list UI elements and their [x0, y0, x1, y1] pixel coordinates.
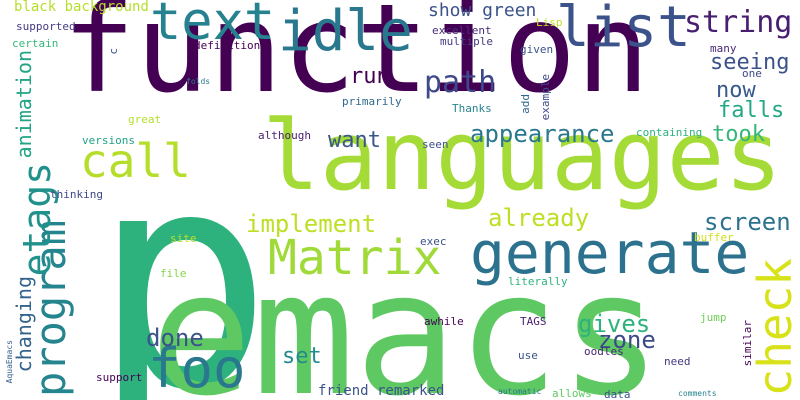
word-appearance: appearance	[470, 120, 615, 148]
word-seeing: seeing	[710, 50, 790, 75]
word-seen: seen	[422, 138, 449, 151]
word-p: p	[92, 107, 273, 400]
word-comments: comments	[678, 389, 717, 398]
word-friend-remarked: friend remarked	[318, 383, 445, 399]
word-function: function	[62, 0, 650, 120]
word-need: need	[664, 355, 691, 368]
word-gives: gives	[578, 310, 651, 338]
word-run: run	[350, 64, 390, 89]
word-took: took	[712, 122, 765, 147]
word-matrix: Matrix	[268, 230, 442, 286]
word-want: want	[328, 128, 381, 153]
word-path: path	[424, 65, 497, 100]
word-languages: languages	[262, 100, 783, 212]
word-automatic: automatic	[498, 387, 542, 396]
word-file: file	[160, 267, 187, 280]
word-similar: similar	[741, 320, 754, 367]
word-implement: implement	[246, 210, 377, 238]
word-jump: jump	[700, 311, 727, 324]
word-certain: certain	[12, 37, 59, 50]
word-buffer: buffer	[694, 231, 734, 244]
word-c: c	[107, 48, 120, 55]
word-supported: supported	[16, 20, 76, 33]
word-although: although	[258, 129, 311, 142]
word-black-background: black background	[14, 0, 149, 15]
word-site: site	[170, 232, 197, 245]
word-etags: etags	[15, 162, 59, 277]
word-show-green: show green	[428, 0, 537, 21]
word-folds: folds	[186, 77, 211, 86]
word-use: use	[518, 349, 538, 362]
word-data: data	[604, 388, 631, 400]
word-screen: screen	[704, 208, 791, 236]
word-tags: TAGS	[520, 315, 547, 328]
word-generate: generate	[470, 219, 750, 287]
word-text: text	[150, 0, 276, 52]
word-now: now	[716, 78, 756, 103]
word-foo: foo	[148, 337, 246, 400]
word-list: list	[556, 0, 691, 60]
word-falls: falls	[718, 98, 785, 123]
word-thanks: Thanks	[452, 102, 492, 115]
word-great: great	[128, 113, 162, 126]
word-multiple: multiple	[440, 35, 493, 48]
word-primarily: primarily	[342, 95, 402, 108]
word-animation: animation	[12, 50, 36, 159]
word-many: many	[710, 42, 737, 55]
word-support: support	[96, 371, 143, 384]
word-check: check	[748, 258, 800, 397]
word-oodles: oodles	[584, 345, 624, 358]
word-add: add	[519, 94, 532, 114]
word-versions: versions	[82, 134, 135, 147]
word-already: already	[488, 204, 590, 232]
word-zone: zone	[598, 326, 656, 354]
word-call: call	[80, 134, 191, 188]
word-literally: literally	[508, 275, 568, 288]
word-awhile: awhile	[424, 315, 464, 328]
word-changing: changing	[12, 276, 36, 373]
word-allows: allows	[552, 387, 592, 400]
word-containing: containing	[636, 126, 703, 139]
word-given: given	[520, 43, 554, 56]
word-aquaemacs: AquaEmacs	[5, 340, 14, 384]
word-one: one	[742, 67, 762, 80]
word-done: done	[146, 324, 204, 352]
word-excellent: excellent	[432, 24, 492, 37]
word-definition: definition	[194, 39, 261, 52]
word-idle: idle	[278, 0, 413, 64]
word-set: set	[282, 344, 322, 369]
word-thinking: thinking	[50, 188, 103, 201]
word-exec: exec	[420, 235, 447, 248]
word-emacs: emacs	[150, 236, 662, 400]
word-string: string	[684, 5, 793, 40]
word-example: example	[539, 74, 552, 121]
word-lisp: Lisp	[536, 16, 563, 29]
